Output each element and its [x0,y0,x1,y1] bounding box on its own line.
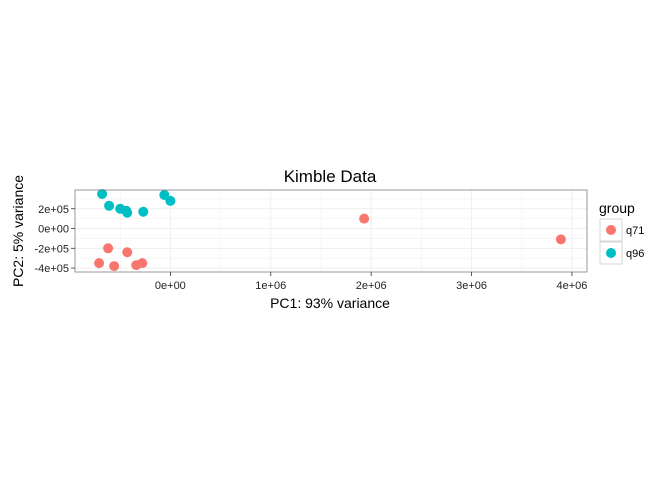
data-point-q71 [94,258,105,269]
x-tick-label: 4e+06 [556,280,587,292]
data-point-q96 [104,200,115,211]
data-point-q96 [165,195,176,206]
data-point-q96 [138,206,149,217]
x-axis-label: PC1: 93% variance [270,295,390,311]
y-tick-label: 0e+00 [38,224,69,236]
y-tick-label: -2e+05 [34,243,69,255]
legend-key-q71 [606,225,616,235]
axis-ticks: 0e+00 1e+06 2e+06 3e+06 4e+06 -4e+05 -2e+05 0e+… [34,204,587,292]
x-tick-label: 0e+00 [155,280,186,292]
legend-key-q96 [606,248,616,258]
y-axis-label: PC2: 5% variance [10,175,26,287]
data-point-q71 [122,247,133,258]
data-point-q71 [103,243,114,254]
legend-label-q71: q71 [626,225,644,237]
legend: group q71 q96 [599,200,644,265]
data-point-q96 [122,207,133,218]
grid [75,190,587,272]
y-tick-label: -4e+05 [34,263,69,275]
data-point-q71 [109,261,120,272]
x-tick-label: 3e+06 [456,280,487,292]
x-tick-label: 1e+06 [255,280,286,292]
panel-border [74,189,588,273]
data-point-q71 [137,258,148,269]
legend-title: group [599,200,635,216]
legend-label-q96: q96 [626,248,644,260]
chart-title: Kimble Data [284,167,377,186]
data-points [94,188,566,272]
data-point-q71 [555,234,566,245]
x-tick-label: 2e+06 [356,280,387,292]
y-tick-label: 2e+05 [38,204,69,216]
data-point-q71 [359,213,370,224]
data-point-q96 [97,188,108,199]
